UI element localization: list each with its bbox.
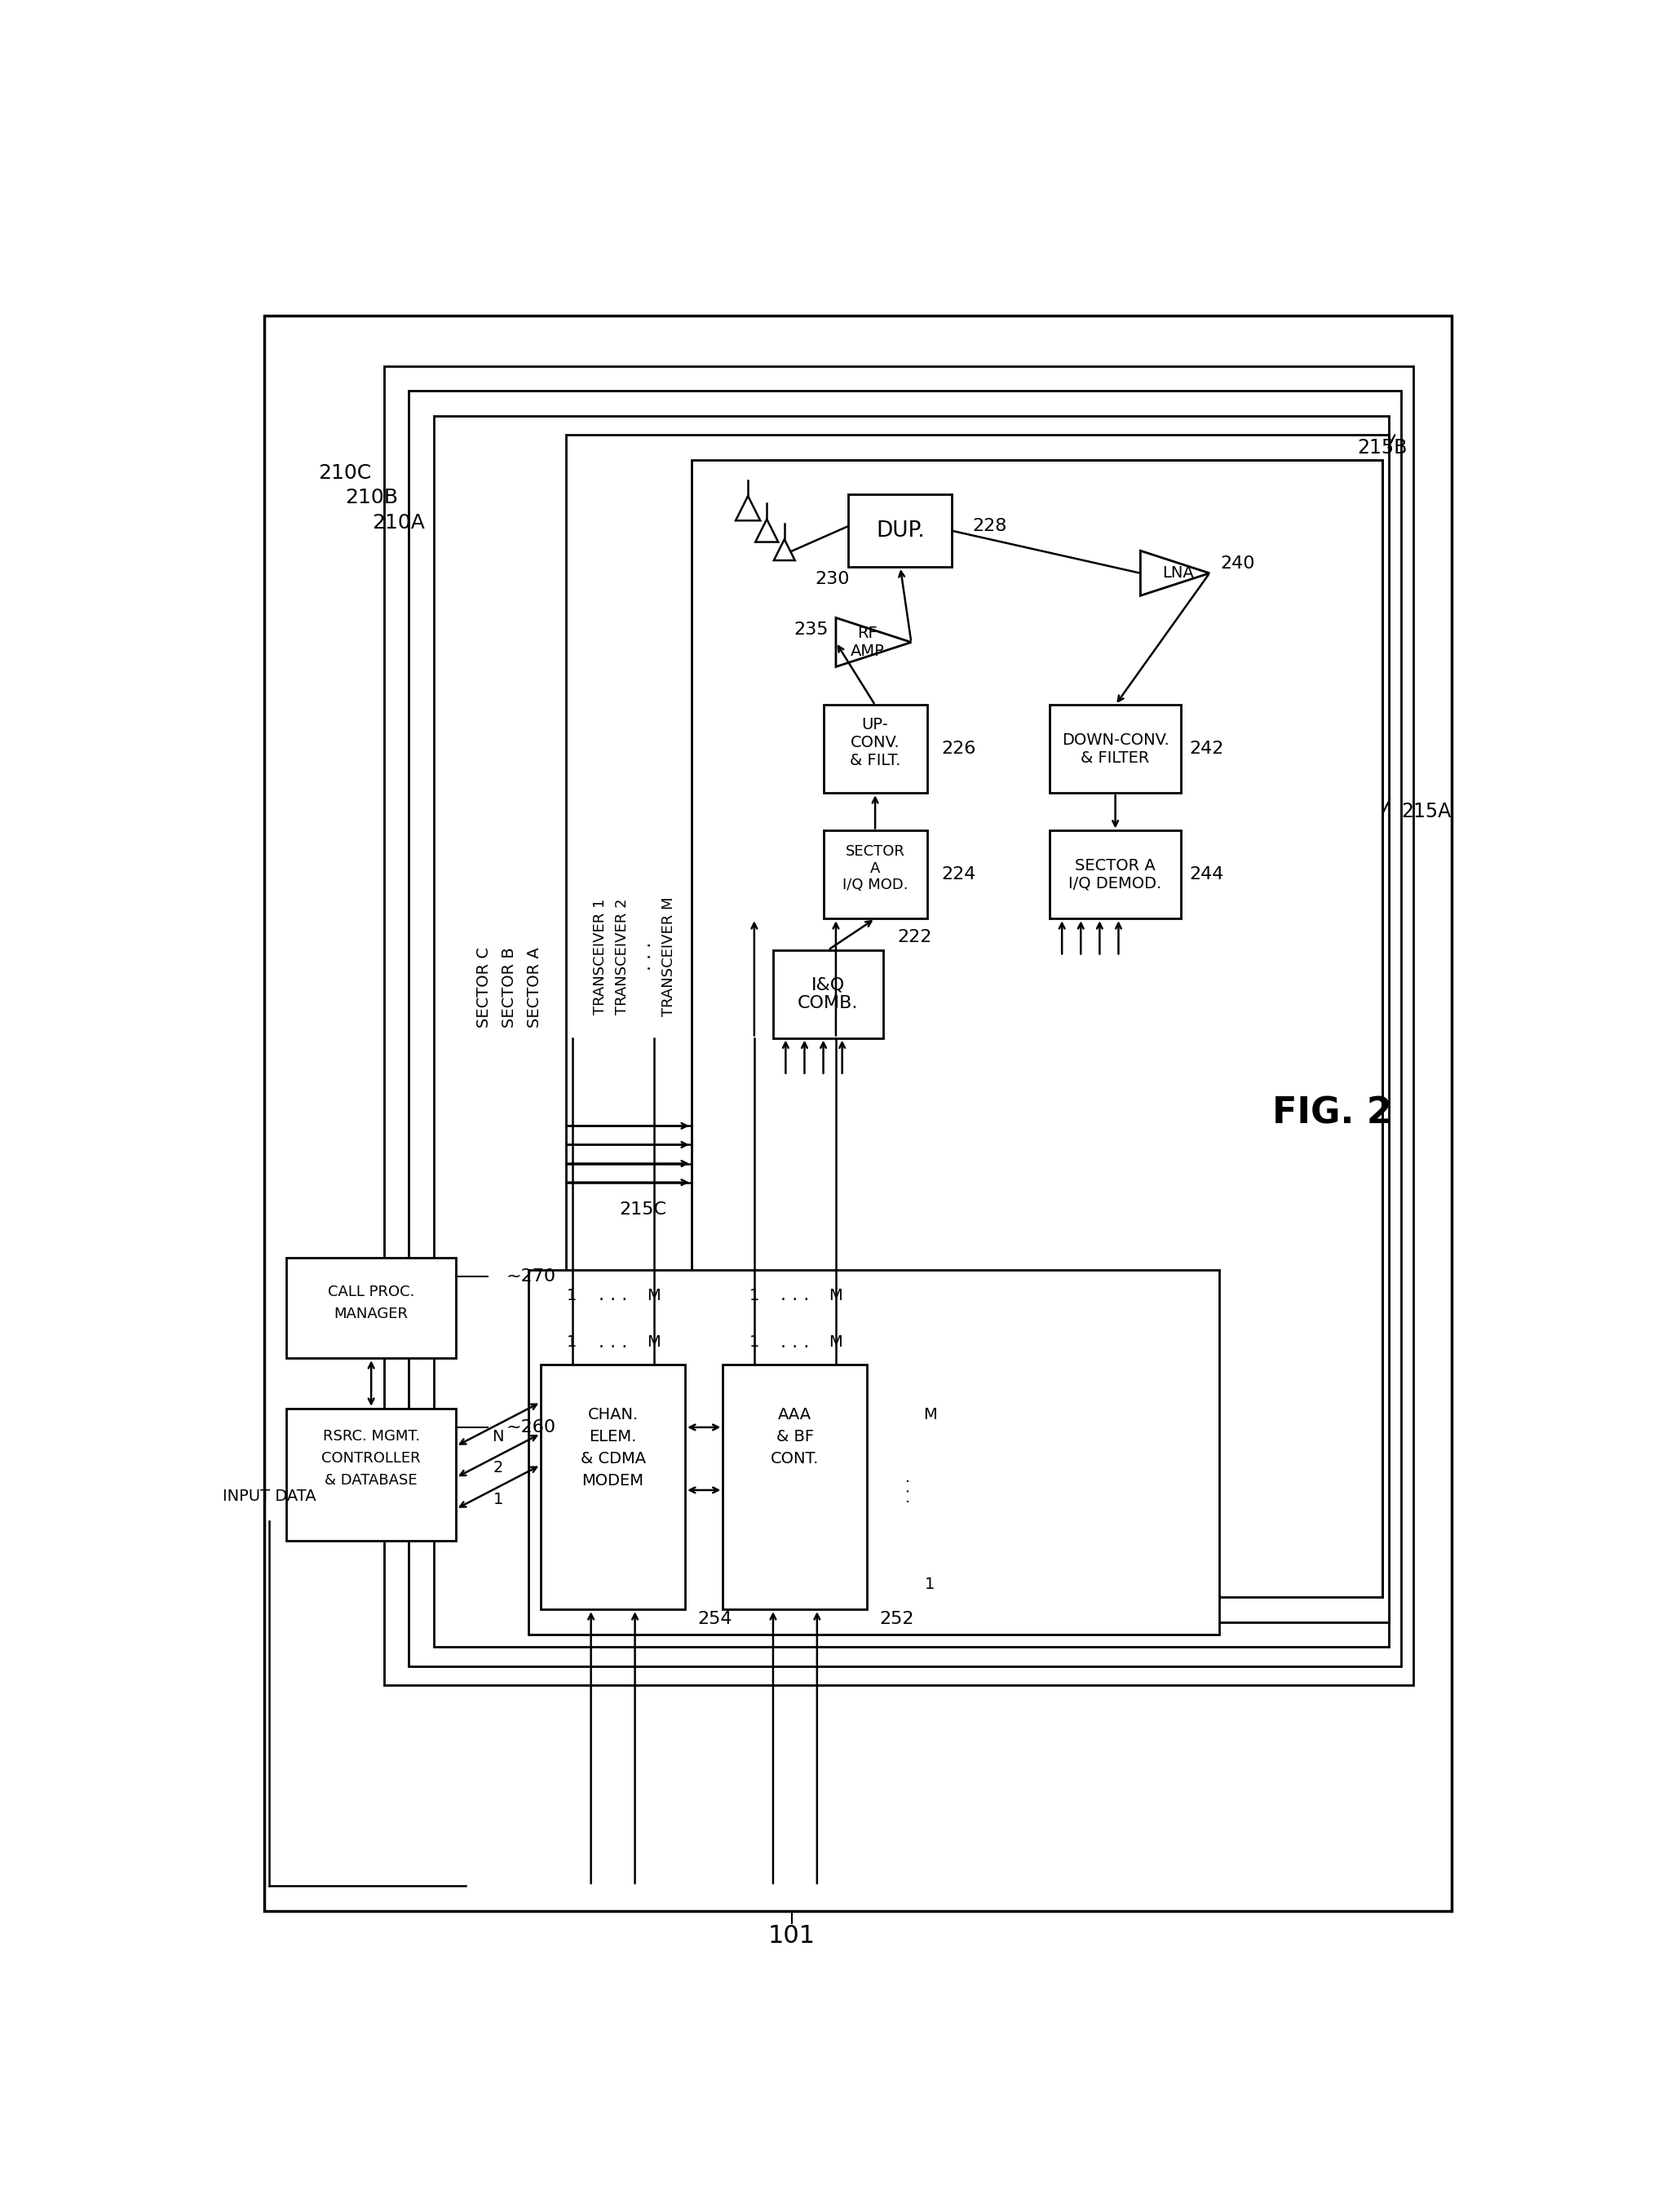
Bar bbox=[566, 436, 1388, 1621]
Text: SECTOR C: SECTOR C bbox=[477, 947, 492, 1029]
Bar bbox=[1050, 832, 1181, 918]
Text: & BF: & BF bbox=[776, 1429, 813, 1444]
Text: 210C: 210C bbox=[318, 462, 371, 482]
Text: & CDMA: & CDMA bbox=[580, 1451, 645, 1467]
Text: M: M bbox=[647, 1287, 660, 1303]
Text: ~270: ~270 bbox=[506, 1267, 556, 1285]
Bar bbox=[528, 1270, 1220, 1635]
Text: 1: 1 bbox=[568, 1287, 578, 1303]
Text: 1: 1 bbox=[926, 1577, 936, 1593]
Polygon shape bbox=[756, 520, 778, 542]
Text: N: N bbox=[492, 1429, 504, 1444]
Text: 210B: 210B bbox=[344, 489, 398, 507]
Text: SECTOR A: SECTOR A bbox=[528, 947, 543, 1029]
Text: M: M bbox=[924, 1407, 937, 1422]
Text: TRANSCEIVER 1: TRANSCEIVER 1 bbox=[593, 898, 608, 1015]
Text: UP-
CONV.
& FILT.: UP- CONV. & FILT. bbox=[850, 717, 900, 768]
Text: SECTOR A
I/Q DEMOD.: SECTOR A I/Q DEMOD. bbox=[1068, 858, 1163, 891]
Text: 226: 226 bbox=[941, 741, 976, 757]
Text: SECTOR B: SECTOR B bbox=[502, 947, 517, 1029]
Text: I&Q
COMB.: I&Q COMB. bbox=[798, 975, 858, 1011]
Text: ELEM.: ELEM. bbox=[590, 1429, 637, 1444]
Bar bbox=[286, 1259, 455, 1358]
Bar bbox=[722, 1365, 867, 1610]
Text: CALL PROC.: CALL PROC. bbox=[328, 1285, 415, 1301]
Text: 242: 242 bbox=[1189, 741, 1223, 757]
Bar bbox=[823, 706, 927, 792]
Text: 224: 224 bbox=[941, 867, 976, 883]
Text: ~260: ~260 bbox=[506, 1420, 556, 1436]
Bar bbox=[408, 392, 1401, 1666]
Text: 215C: 215C bbox=[618, 1201, 667, 1217]
Text: SECTOR
A
I/Q MOD.: SECTOR A I/Q MOD. bbox=[842, 845, 907, 894]
Text: LNA: LNA bbox=[1163, 566, 1194, 582]
Text: M: M bbox=[828, 1287, 843, 1303]
Text: AAA: AAA bbox=[778, 1407, 811, 1422]
Text: MODEM: MODEM bbox=[581, 1473, 643, 1489]
Text: 240: 240 bbox=[1220, 555, 1255, 573]
Text: 254: 254 bbox=[697, 1610, 732, 1628]
Text: 1: 1 bbox=[492, 1491, 502, 1506]
Text: CONTROLLER: CONTROLLER bbox=[321, 1451, 420, 1467]
Bar bbox=[773, 949, 884, 1037]
Text: 235: 235 bbox=[793, 622, 828, 637]
Text: . . .: . . . bbox=[598, 1334, 627, 1352]
Bar bbox=[541, 1365, 685, 1610]
Text: M: M bbox=[647, 1334, 660, 1349]
Bar bbox=[692, 460, 1383, 1597]
Text: 1: 1 bbox=[568, 1334, 578, 1349]
Text: 252: 252 bbox=[880, 1610, 914, 1628]
Text: RF
AMP: RF AMP bbox=[850, 626, 884, 659]
Text: 230: 230 bbox=[815, 571, 850, 588]
Text: MANAGER: MANAGER bbox=[334, 1307, 408, 1321]
Text: 101: 101 bbox=[768, 1924, 815, 1949]
Text: 222: 222 bbox=[897, 929, 932, 945]
Text: 1: 1 bbox=[749, 1334, 759, 1349]
Text: . . .: . . . bbox=[781, 1334, 810, 1352]
Text: . . .: . . . bbox=[781, 1287, 810, 1303]
Polygon shape bbox=[1141, 551, 1210, 595]
Text: & DATABASE: & DATABASE bbox=[324, 1473, 418, 1489]
Text: RSRC. MGMT.: RSRC. MGMT. bbox=[323, 1429, 420, 1444]
Text: 215A: 215A bbox=[1401, 803, 1452, 821]
Text: INPUT DATA: INPUT DATA bbox=[223, 1489, 316, 1504]
Text: DOWN-CONV.
& FILTER: DOWN-CONV. & FILTER bbox=[1062, 732, 1169, 765]
Text: DUP.: DUP. bbox=[875, 520, 924, 542]
Polygon shape bbox=[774, 540, 795, 560]
Text: 1: 1 bbox=[749, 1287, 759, 1303]
Bar bbox=[383, 365, 1413, 1686]
Bar bbox=[848, 495, 953, 566]
Text: M: M bbox=[828, 1334, 843, 1349]
Text: 244: 244 bbox=[1189, 867, 1223, 883]
Text: . . .: . . . bbox=[897, 1478, 912, 1502]
Text: CHAN.: CHAN. bbox=[588, 1407, 638, 1422]
Text: CONT.: CONT. bbox=[771, 1451, 820, 1467]
Bar bbox=[286, 1409, 455, 1540]
Bar bbox=[823, 832, 927, 918]
Text: . . .: . . . bbox=[638, 942, 655, 971]
Text: 2: 2 bbox=[492, 1460, 502, 1475]
Polygon shape bbox=[837, 617, 911, 666]
Bar bbox=[1050, 706, 1181, 792]
Text: 228: 228 bbox=[973, 518, 1006, 535]
Polygon shape bbox=[736, 495, 761, 520]
Text: FIG. 2: FIG. 2 bbox=[1272, 1095, 1391, 1130]
Text: . . .: . . . bbox=[598, 1287, 627, 1303]
Text: 215B: 215B bbox=[1357, 438, 1408, 458]
Bar bbox=[433, 416, 1388, 1648]
Text: TRANSCEIVER M: TRANSCEIVER M bbox=[662, 896, 675, 1015]
Text: TRANSCEIVER 2: TRANSCEIVER 2 bbox=[615, 898, 630, 1015]
Text: 210A: 210A bbox=[371, 513, 425, 533]
